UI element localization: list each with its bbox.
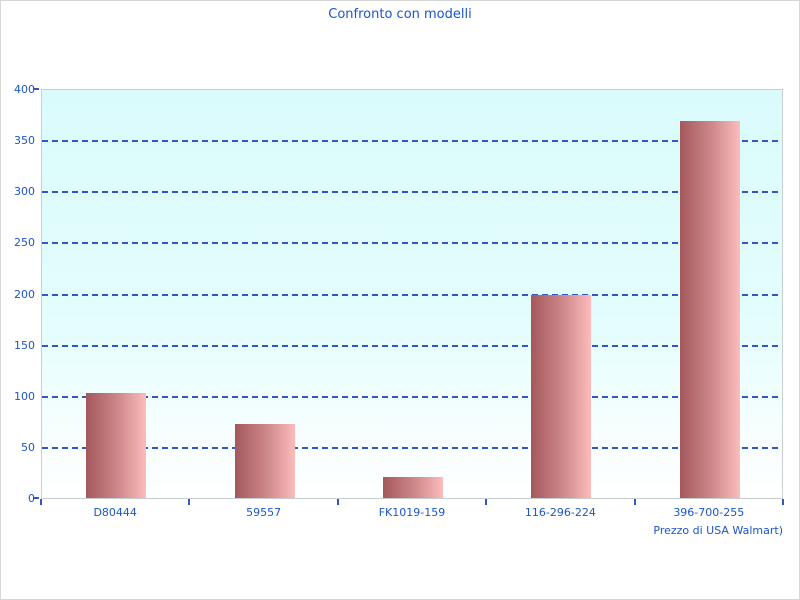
chart-title: Confronto con modelli bbox=[328, 7, 472, 22]
bar bbox=[234, 424, 295, 498]
bar bbox=[679, 120, 740, 498]
y-axis-label: 250 bbox=[14, 236, 35, 250]
x-axis-label: D80444 bbox=[93, 506, 137, 519]
gridline bbox=[42, 140, 782, 143]
x-axis-tick bbox=[188, 499, 191, 505]
x-axis-tick bbox=[336, 499, 339, 505]
y-axis-tick bbox=[33, 497, 39, 499]
plot-area bbox=[41, 89, 783, 499]
gridline bbox=[42, 191, 782, 194]
y-axis-tick bbox=[33, 88, 39, 90]
x-axis-tick bbox=[782, 499, 784, 505]
x-axis-label: 59557 bbox=[246, 506, 282, 519]
y-axis-label: 300 bbox=[14, 185, 35, 199]
gridline bbox=[42, 446, 782, 449]
y-axis-label: 400 bbox=[14, 83, 35, 96]
x-axis-title: Prezzo di USA Walmart) bbox=[653, 524, 783, 537]
x-axis-label: FK1019-159 bbox=[378, 506, 446, 519]
y-axis-label: 350 bbox=[14, 134, 35, 148]
gridline bbox=[42, 344, 782, 347]
gridline bbox=[42, 293, 782, 296]
x-axis-label: 396-700-255 bbox=[673, 506, 745, 519]
bar bbox=[86, 392, 147, 498]
x-axis-tick bbox=[485, 499, 488, 505]
y-axis-label: 200 bbox=[14, 287, 35, 301]
y-axis-label: 100 bbox=[14, 389, 35, 403]
x-axis-label: 116-296-224 bbox=[524, 506, 596, 519]
bar bbox=[531, 294, 592, 498]
x-axis-tick bbox=[40, 499, 42, 505]
y-axis-label: 50 bbox=[21, 440, 35, 454]
gridline bbox=[42, 395, 782, 398]
y-axis-label: 150 bbox=[14, 338, 35, 352]
y-axis-label: 0 bbox=[28, 492, 35, 505]
bar bbox=[383, 476, 443, 498]
gridline bbox=[42, 242, 782, 245]
x-axis-tick bbox=[633, 499, 636, 505]
